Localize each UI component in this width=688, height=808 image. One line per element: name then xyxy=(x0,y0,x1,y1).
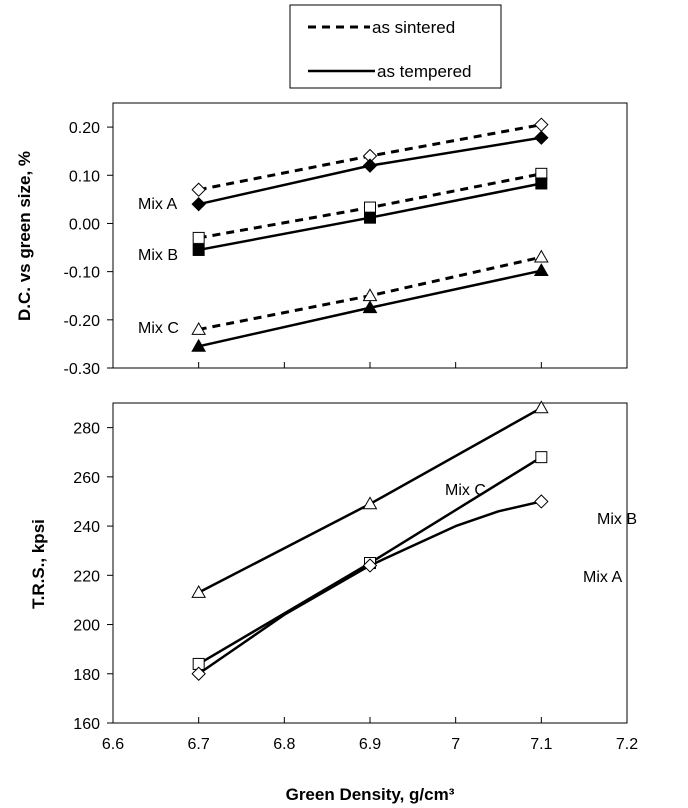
dc-point-mix-a-sintered xyxy=(191,182,206,197)
x-axis-label: Green Density, g/cm³ xyxy=(286,785,455,804)
dc-x-ticks xyxy=(112,362,628,368)
dc-point-mix-a-tempered xyxy=(191,196,206,212)
trs-annotation-mix-c: Mix C xyxy=(445,482,486,499)
trs-point-mix-a xyxy=(534,494,549,509)
trs-y-tick-label: 240 xyxy=(73,519,100,536)
legend-label-sintered: as sintered xyxy=(372,18,455,37)
trs-y-tick-label: 200 xyxy=(73,618,100,635)
dc-point-mix-a-sintered xyxy=(534,117,549,132)
trs-point-mix-a xyxy=(362,558,378,573)
dc-y-tick-label: 0.00 xyxy=(69,216,100,233)
dc-y-axis: -0.30 -0.20 -0.10 0.00 0.10 0.20 xyxy=(64,120,113,378)
dc-point-mix-c-sintered xyxy=(191,321,207,335)
trs-annotation-mix-b: Mix B xyxy=(597,511,637,528)
dc-plot-frame xyxy=(112,102,628,369)
trs-point-mix-c xyxy=(191,585,207,598)
legend-label-tempered: as tempered xyxy=(377,62,472,81)
trs-point-mix-c xyxy=(362,496,378,510)
trs-x-axis: 6.6 6.7 6.8 6.9 7 7.1 7.2 xyxy=(102,717,638,753)
trs-annotation-mix-a: Mix A xyxy=(583,569,622,586)
dc-point-mix-a-tempered xyxy=(534,130,549,145)
dc-y-tick-label: -0.20 xyxy=(64,313,101,330)
dc-annotation-mix-c: Mix C xyxy=(138,320,179,337)
trs-x-tick-label: 6.9 xyxy=(359,736,381,753)
trs-y-tick-label: 280 xyxy=(73,421,100,438)
dc-point-mix-b-sintered xyxy=(364,201,376,214)
dc-point-mix-b-tempered xyxy=(192,243,205,256)
dc-point-mix-c-tempered xyxy=(362,300,378,314)
legend: as sintered as tempered xyxy=(289,4,502,89)
dc-point-mix-b-tempered xyxy=(364,211,376,224)
dc-point-mix-b-tempered xyxy=(535,177,548,190)
trs-y-tick-label: 180 xyxy=(73,667,100,684)
trs-x-tick-label: 7.1 xyxy=(530,736,552,753)
trs-x-tick-label: 6.6 xyxy=(102,736,124,753)
dc-point-mix-a-tempered xyxy=(362,158,378,173)
trs-x-tick-label: 6.7 xyxy=(188,736,210,753)
trs-x-tick-label: 6.8 xyxy=(273,736,295,753)
dc-y-tick-label: -0.30 xyxy=(64,361,101,378)
dc-series xyxy=(191,117,549,352)
dc-point-mix-c-sintered xyxy=(362,288,378,302)
dc-panel: -0.30 -0.20 -0.10 0.00 0.10 0.20 D.C. vs gree… xyxy=(15,102,628,378)
dc-annotation-mix-b: Mix B xyxy=(138,247,178,264)
dc-point-mix-c-tempered xyxy=(533,263,549,277)
dc-y-tick-label: 0.20 xyxy=(69,120,100,137)
dc-y-tick-label: 0.10 xyxy=(69,168,100,185)
trs-point-mix-b xyxy=(535,451,548,464)
trs-point-mix-a xyxy=(191,666,206,681)
dc-point-mix-b-sintered xyxy=(192,231,205,244)
trs-y-tick-label: 260 xyxy=(73,470,100,487)
legend-box xyxy=(289,4,502,89)
trs-y-tick-label: 160 xyxy=(73,716,100,733)
dc-point-mix-c-sintered xyxy=(533,249,549,263)
trs-x-tick-label: 7.2 xyxy=(616,736,638,753)
trs-y-tick-label: 220 xyxy=(73,568,100,585)
dc-y-axis-label: D.C. vs green size, % xyxy=(15,151,34,321)
trs-panel: 160 180 200 220 240 260 280 6.6 6.7 6.8 6.9 7 7.1 7.… xyxy=(29,400,638,804)
dc-point-mix-c-tempered xyxy=(191,338,207,352)
trs-point-mix-c xyxy=(533,400,549,414)
trs-y-axis: 160 180 200 220 240 260 280 xyxy=(73,421,113,733)
dc-annotation-mix-a: Mix A xyxy=(138,196,177,213)
dc-y-tick-label: -0.10 xyxy=(64,265,101,282)
trs-series xyxy=(191,400,549,681)
trs-x-tick-label: 7 xyxy=(451,736,460,753)
trs-y-axis-label: T.R.S., kpsi xyxy=(29,519,48,609)
trs-series-line-mix-a xyxy=(197,500,542,675)
